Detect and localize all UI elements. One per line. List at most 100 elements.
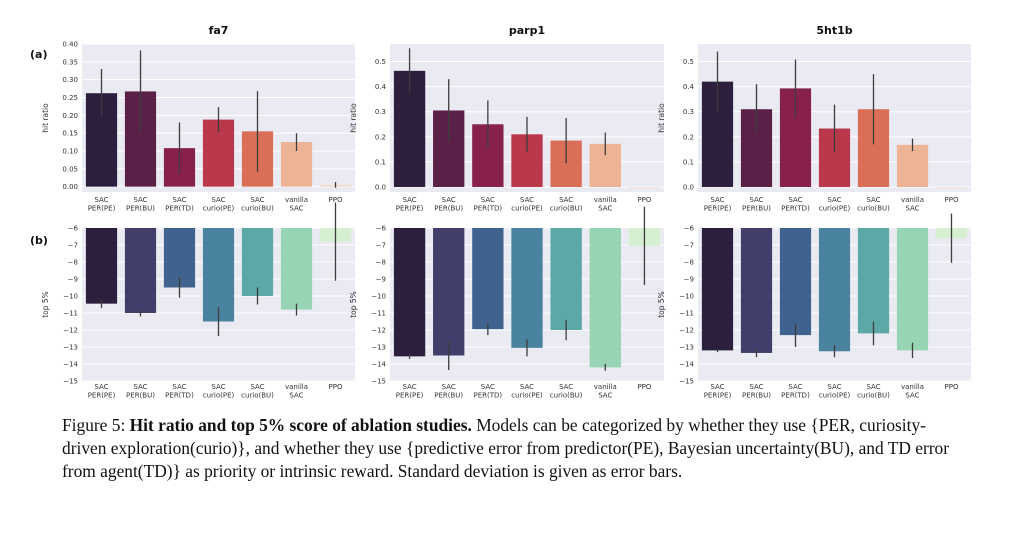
chart-b-0-xtick-label: SAC bbox=[289, 392, 303, 400]
chart-b-2-xtick-label: curio(PE) bbox=[819, 392, 851, 400]
chart-a-2-bar bbox=[896, 144, 929, 187]
chart-b-0-ylabel: top 5% bbox=[41, 291, 50, 318]
chart-a-2-xtick-label: vanilla bbox=[901, 196, 924, 204]
chart-b-1-bar bbox=[589, 228, 621, 368]
chart-a-1-xtick-label: SAC bbox=[559, 196, 573, 204]
chart-b-0-ytick-label: −12 bbox=[63, 327, 78, 335]
chart-a-1-xtick-label: PER(BU) bbox=[434, 205, 463, 213]
chart-b-0-xtick-label: SAC bbox=[211, 383, 225, 391]
chart-a-1-ytick-label: 0.1 bbox=[375, 158, 386, 166]
chart-b-2-bar bbox=[779, 228, 812, 336]
chart-a-0-xtick-label: PER(PE) bbox=[88, 205, 116, 213]
chart-a-0-ytick-label: 0.15 bbox=[62, 130, 78, 138]
chart-b-1-bar bbox=[393, 228, 426, 357]
chart-b-1-ylabel: top 5% bbox=[349, 291, 358, 318]
chart-b-1-xtick-label: SAC bbox=[520, 383, 534, 391]
chart-a-0-xtick-label: SAC bbox=[94, 196, 108, 204]
chart-b-1-ytick-label: −10 bbox=[371, 293, 386, 301]
chart-b-0-xtick-label: curio(PE) bbox=[203, 392, 235, 400]
chart-b-2-ytick-label: −8 bbox=[684, 259, 694, 267]
chart-a-1-title: parp1 bbox=[509, 24, 545, 37]
chart-b-1-ytick-label: −11 bbox=[371, 310, 386, 318]
chart-b-0-ytick-label: −9 bbox=[68, 276, 78, 284]
chart-a-2-xtick-label: SAC bbox=[749, 196, 763, 204]
chart-a-2-ylabel: hit ratio bbox=[657, 103, 666, 133]
chart-b-1-ytick-label: −9 bbox=[376, 276, 386, 284]
chart-a-1-ytick-label: 0.4 bbox=[375, 83, 387, 91]
chart-b-1-xtick-label: PER(TD) bbox=[474, 392, 503, 400]
chart-a-2-xtick-label: SAC bbox=[788, 196, 802, 204]
chart-b-2-ytick-label: −14 bbox=[679, 361, 694, 369]
chart-b-2-ytick-label: −10 bbox=[679, 293, 694, 301]
chart-b-0-xtick-label: curio(BU) bbox=[241, 392, 274, 400]
chart-a-2-xtick-label: curio(BU) bbox=[857, 205, 890, 213]
chart-b-1-ytick-label: −7 bbox=[376, 242, 386, 250]
chart-b-2-xtick-label: SAC bbox=[905, 392, 919, 400]
chart-b-1-xtick-label: SAC bbox=[403, 383, 417, 391]
chart-a-0-ytick-label: 0.30 bbox=[62, 76, 78, 84]
chart-a-2-xtick-label: SAC bbox=[710, 196, 724, 204]
ablation-figure: (a) (b) 0.000.050.100.150.200.250.300.35… bbox=[30, 24, 971, 400]
caption-text: Models can be categorized by whether the… bbox=[62, 415, 950, 481]
chart-b-1-xtick-label: PER(BU) bbox=[434, 392, 463, 400]
chart-b-0-xtick-label: PPO bbox=[329, 383, 343, 391]
chart-b-2-xtick-label: SAC bbox=[710, 383, 724, 391]
chart-b-2-xtick-label: curio(BU) bbox=[857, 392, 890, 400]
chart-b-1-xtick-label: SAC bbox=[481, 383, 495, 391]
chart-b-1-xtick-label: curio(BU) bbox=[550, 392, 583, 400]
chart-b-2-xtick-label: SAC bbox=[866, 383, 880, 391]
chart-a-2-xtick-label: PER(BU) bbox=[742, 205, 771, 213]
chart-a-2-ytick-label: 0.2 bbox=[683, 133, 694, 141]
chart-a-1-xtick-label: SAC bbox=[520, 196, 534, 204]
chart-b-1-ytick-label: −8 bbox=[376, 259, 386, 267]
chart-a-2-ytick-label: 0.0 bbox=[683, 183, 694, 191]
chart-a-1-xtick-label: PER(PE) bbox=[396, 205, 424, 213]
chart-b-0-ytick-label: −7 bbox=[68, 242, 78, 250]
chart-a-1-xtick-label: curio(BU) bbox=[550, 205, 583, 213]
chart-a-0-xtick-label: curio(BU) bbox=[241, 205, 274, 213]
chart-a-2-ytick-label: 0.4 bbox=[683, 83, 695, 91]
chart-b-2-bar bbox=[896, 228, 929, 351]
chart-a-1-xtick-label: curio(PE) bbox=[511, 205, 543, 213]
chart-b-0-xtick-label: SAC bbox=[94, 383, 108, 391]
chart-b-1-bar bbox=[550, 228, 582, 330]
chart-a-1-ytick-label: 0.3 bbox=[375, 108, 386, 116]
chart-b-0-xtick-label: PER(BU) bbox=[126, 392, 155, 400]
chart-a-1-xtick-label: PPO bbox=[637, 196, 651, 204]
chart-b-2-ylabel: top 5% bbox=[657, 291, 666, 318]
chart-a-0-xtick-label: SAC bbox=[133, 196, 147, 204]
chart-a-0-ylabel: hit ratio bbox=[41, 103, 50, 133]
chart-a-1-bar bbox=[628, 186, 661, 188]
chart-b-1-bar bbox=[433, 228, 465, 356]
chart-a-0-ytick-label: 0.35 bbox=[62, 58, 78, 66]
chart-b-0-ytick-label: −6 bbox=[68, 225, 79, 233]
chart-a-0-title: fa7 bbox=[209, 24, 229, 37]
chart-b-1-xtick-label: PPO bbox=[637, 383, 651, 391]
chart-b-0-xtick-label: SAC bbox=[250, 383, 264, 391]
chart-a-0-xtick-label: PER(BU) bbox=[126, 205, 155, 213]
chart-a-0-ytick-label: 0.00 bbox=[62, 183, 78, 191]
chart-a-1-xtick-label: SAC bbox=[442, 196, 456, 204]
chart-b-2-xtick-label: PER(TD) bbox=[781, 392, 810, 400]
chart-b-1-xtick-label: SAC bbox=[442, 383, 456, 391]
chart-a-1-xtick-label: SAC bbox=[481, 196, 495, 204]
chart-a-2-xtick-label: PPO bbox=[945, 196, 959, 204]
chart-b-0-xtick-label: PER(PE) bbox=[88, 392, 116, 400]
chart-a-2-xtick-label: PER(PE) bbox=[704, 205, 732, 213]
chart-b-0-ytick-label: −10 bbox=[63, 293, 78, 301]
chart-a-1-ytick-label: 0.5 bbox=[375, 58, 386, 66]
chart-b-1-bar bbox=[472, 228, 504, 330]
chart-a-2-ytick-label: 0.3 bbox=[683, 108, 694, 116]
chart-b-2-xtick-label: SAC bbox=[749, 383, 763, 391]
chart-b-0-bar bbox=[85, 228, 118, 304]
chart-a-2-xtick-label: SAC bbox=[866, 196, 880, 204]
chart-b-0-bar bbox=[280, 228, 313, 310]
chart-b-2-ytick-label: −12 bbox=[679, 327, 694, 335]
chart-a-2-title: 5ht1b bbox=[816, 24, 852, 37]
chart-a-2-xtick-label: curio(PE) bbox=[819, 205, 851, 213]
chart-b-1-ytick-label: −13 bbox=[371, 344, 386, 352]
chart-b-2-bar bbox=[701, 228, 734, 351]
chart-a-2-bar bbox=[935, 186, 968, 188]
chart-b-2-ytick-label: −7 bbox=[684, 242, 694, 250]
chart-b-0-bar bbox=[124, 228, 157, 313]
